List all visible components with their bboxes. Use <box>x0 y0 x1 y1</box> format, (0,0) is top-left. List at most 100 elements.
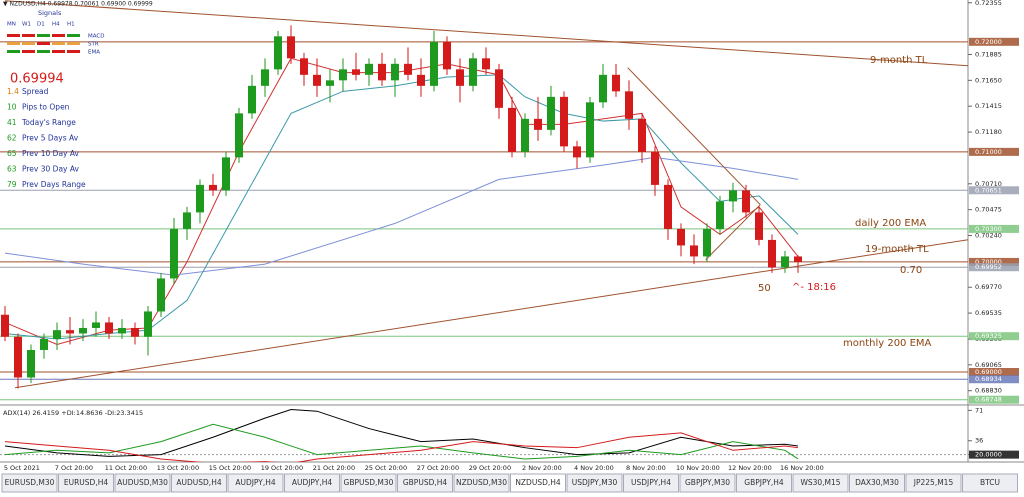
tab-label[interactable]: GBPUSD,H4 <box>403 478 448 487</box>
tab[interactable] <box>566 473 623 493</box>
tab[interactable] <box>453 473 510 493</box>
level-box <box>969 332 1019 341</box>
y-tick-label: 0.68830 <box>975 387 1002 395</box>
overlay: ▼ NZDUSD,H4 0.69978 0.70061 0.69900 0.69… <box>3 0 1019 472</box>
signal-label: EMA <box>88 50 100 56</box>
signal-cell <box>7 50 20 53</box>
tab-label[interactable]: EURUSD,M30 <box>5 478 55 487</box>
candle-body <box>794 256 802 262</box>
y-tick-label: 0.69065 <box>975 361 1002 369</box>
tab-label[interactable]: NZDUSD,H4 <box>515 478 561 487</box>
tab-label[interactable]: USDJPY,H4 <box>631 478 671 487</box>
candle-body <box>638 118 646 152</box>
tab-label[interactable]: AUDJPY,H4 <box>235 478 276 487</box>
tab[interactable] <box>510 473 566 493</box>
candle-body <box>196 184 204 213</box>
signal-cell <box>7 34 20 37</box>
info-price: 0.69994 <box>10 72 64 87</box>
candle-body <box>664 184 672 229</box>
adx-level-box <box>969 450 1019 459</box>
tab[interactable] <box>397 473 453 493</box>
tab-label[interactable]: DAX30,M30 <box>855 478 899 487</box>
tab-label[interactable]: JP225,M15 <box>913 478 954 487</box>
candle-body <box>14 336 22 378</box>
y-tick-label: 0.71885 <box>975 50 1002 58</box>
signal-cell <box>22 50 35 53</box>
candle-body <box>781 256 789 268</box>
candle-body <box>27 349 35 378</box>
candle-body <box>365 63 373 75</box>
signal-period: MN <box>7 22 16 28</box>
adx-tick-label: 20.0000 <box>975 451 1002 459</box>
chart-header: ▼ NZDUSD,H4 0.69978 0.70061 0.69900 0.69… <box>3 1 153 8</box>
candle-body <box>326 80 334 86</box>
candle-body <box>66 330 74 334</box>
candle-body <box>183 212 191 229</box>
y-tick-label: 0.69770 <box>975 283 1002 291</box>
x-tick-label: 11 Oct 20:00 <box>105 464 147 472</box>
candle-body <box>144 311 152 337</box>
annotation: ^- 18:16 <box>792 282 836 293</box>
price-plot <box>0 0 968 401</box>
trendline <box>4 0 968 67</box>
level-box <box>969 224 1019 233</box>
tab[interactable] <box>1 473 58 493</box>
tab-label[interactable]: GBPJPY,M30 <box>685 478 730 487</box>
tab[interactable] <box>736 473 792 493</box>
tab-label[interactable]: WS30,M15 <box>800 478 840 487</box>
candle-body <box>352 69 360 75</box>
signal-period: D1 <box>37 22 45 28</box>
tab-label[interactable]: AUDUSD,M30 <box>117 478 168 487</box>
candle-body <box>105 322 113 334</box>
info-value: 62 <box>7 134 17 143</box>
tab-label[interactable]: GBPJPY,H4 <box>744 478 784 487</box>
moving-average <box>4 156 799 276</box>
info-label: Today's Range <box>21 118 76 127</box>
tab[interactable] <box>849 473 905 493</box>
candle-body <box>742 190 750 213</box>
info-value: 79 <box>7 180 17 189</box>
trendline <box>705 204 761 261</box>
signals-title: Signals <box>38 9 62 17</box>
candle-body <box>287 36 295 59</box>
candle-body <box>40 338 48 350</box>
signal-cell <box>37 50 50 53</box>
tab[interactable] <box>340 473 397 493</box>
candle-body <box>469 58 477 86</box>
tab[interactable] <box>905 473 962 493</box>
tab[interactable] <box>58 473 114 493</box>
candle-body <box>729 190 737 202</box>
tab[interactable] <box>114 473 171 493</box>
tab[interactable] <box>171 473 227 493</box>
tab-label[interactable]: AUDUSD,H4 <box>176 478 221 487</box>
tab-label[interactable]: NZDUSD,M30 <box>456 478 507 487</box>
x-tick-label: 8 Nov 20:00 <box>626 464 666 472</box>
level-label: 0.68748 <box>975 396 1002 404</box>
candle-body <box>755 212 763 240</box>
tab-label[interactable]: USDJPY,M30 <box>572 478 618 487</box>
candle-body <box>586 102 594 158</box>
tab-label[interactable]: EURUSD,H4 <box>64 478 108 487</box>
tab[interactable] <box>227 473 284 493</box>
candle-body <box>209 184 217 191</box>
level-label: 0.70300 <box>975 225 1002 233</box>
x-tick-label: 2 Nov 20:00 <box>522 464 562 472</box>
tab-label[interactable]: GBPUSD,M30 <box>344 478 394 487</box>
candle-body <box>443 41 451 70</box>
x-tick-label: 27 Oct 20:00 <box>417 464 459 472</box>
tab[interactable] <box>679 473 736 493</box>
tab[interactable] <box>623 473 679 493</box>
tab-label[interactable]: AUDJPY,H4 <box>292 478 333 487</box>
tab-label[interactable]: BTCU <box>980 478 1000 487</box>
x-tick-label: 12 Nov 20:00 <box>728 464 772 472</box>
x-tick-label: 21 Oct 20:00 <box>313 464 355 472</box>
signal-cell <box>22 42 35 45</box>
tab[interactable] <box>962 473 1018 493</box>
info-value: 41 <box>7 118 17 127</box>
tab[interactable] <box>792 473 849 493</box>
annotation: 19-month TL <box>865 244 929 255</box>
candle-body <box>92 322 100 328</box>
annotation: monthly 200 EMA <box>843 338 932 349</box>
info-label: Prev 5 Days Av <box>22 134 79 143</box>
tab[interactable] <box>284 473 340 493</box>
